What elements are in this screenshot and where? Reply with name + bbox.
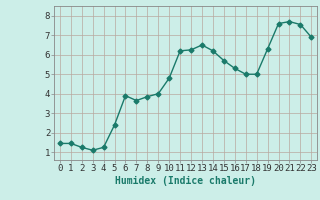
X-axis label: Humidex (Indice chaleur): Humidex (Indice chaleur) — [115, 176, 256, 186]
